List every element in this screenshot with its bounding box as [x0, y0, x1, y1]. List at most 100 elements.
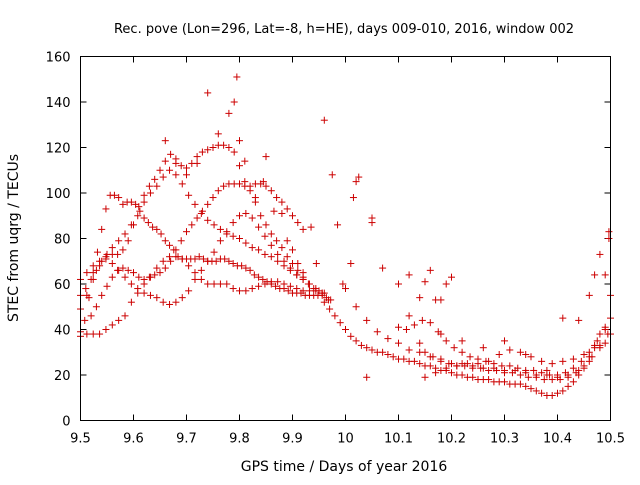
data-point	[145, 182, 153, 190]
data-point	[569, 364, 577, 372]
data-point	[267, 187, 275, 195]
data-point	[130, 269, 137, 277]
data-point	[591, 271, 599, 279]
data-point	[248, 244, 256, 252]
data-point	[527, 353, 535, 361]
y-tick-label: 100	[46, 187, 71, 202]
data-point	[278, 209, 286, 217]
data-point	[352, 178, 360, 186]
data-point	[172, 253, 180, 261]
data-point	[166, 253, 174, 261]
x-tick-label: 10.3	[490, 432, 519, 447]
data-point	[588, 353, 596, 361]
data-point	[193, 159, 201, 167]
data-point	[368, 219, 376, 227]
data-point	[242, 239, 250, 247]
data-point	[255, 246, 263, 254]
data-point	[274, 257, 282, 265]
data-point	[225, 144, 233, 151]
data-point	[289, 212, 296, 220]
data-point	[532, 373, 540, 381]
data-point	[255, 282, 263, 290]
data-point	[135, 203, 143, 211]
data-point	[342, 326, 349, 333]
data-point	[569, 378, 577, 386]
data-point	[485, 366, 493, 374]
data-point	[524, 373, 532, 381]
data-point	[115, 237, 123, 245]
data-point	[548, 360, 556, 368]
series-11	[421, 339, 609, 381]
data-point	[93, 248, 101, 256]
data-point	[267, 241, 275, 249]
data-point	[530, 366, 538, 374]
data-point	[280, 280, 288, 288]
data-point	[336, 319, 344, 327]
data-point	[92, 303, 100, 311]
data-point	[493, 366, 501, 374]
data-point	[262, 182, 270, 190]
data-point	[115, 316, 123, 324]
data-point	[140, 198, 148, 206]
data-point	[596, 341, 604, 349]
data-point	[149, 223, 157, 231]
data-point	[564, 382, 572, 390]
data-point	[605, 235, 613, 242]
x-tick-label: 9.6	[123, 432, 144, 447]
data-point	[448, 369, 455, 377]
data-point	[540, 376, 548, 384]
data-point	[229, 232, 237, 240]
data-point	[204, 200, 212, 208]
data-point	[124, 266, 132, 274]
data-point	[596, 330, 604, 338]
data-point	[210, 221, 218, 229]
data-point	[146, 273, 154, 281]
data-point	[110, 191, 118, 199]
data-point	[347, 260, 355, 268]
data-point	[242, 209, 250, 217]
data-point	[469, 364, 477, 372]
data-point	[197, 275, 205, 283]
data-point	[363, 373, 371, 381]
data-point	[448, 273, 455, 281]
data-point	[580, 362, 588, 370]
data-point	[458, 337, 466, 345]
y-tick-label: 140	[46, 96, 71, 111]
data-point	[402, 326, 410, 333]
data-point	[501, 369, 508, 377]
data-point	[305, 280, 313, 288]
x-tick-label: 9.9	[282, 432, 303, 447]
series-4	[77, 253, 326, 338]
data-point	[379, 348, 387, 356]
data-point	[225, 109, 233, 117]
data-point	[216, 237, 224, 245]
data-point	[166, 241, 174, 249]
data-point	[178, 180, 186, 188]
data-point	[569, 355, 577, 363]
data-point	[115, 266, 123, 274]
data-point	[153, 294, 161, 302]
data-point	[554, 371, 561, 379]
data-point	[183, 164, 190, 172]
data-point	[82, 285, 90, 293]
data-point	[501, 378, 508, 386]
data-point	[121, 312, 129, 320]
data-point	[177, 237, 185, 245]
data-point	[506, 346, 514, 354]
data-point	[458, 348, 466, 356]
data-point	[508, 369, 516, 377]
data-point	[416, 339, 424, 347]
data-point	[596, 250, 604, 258]
data-point	[153, 182, 161, 190]
data-point	[580, 351, 588, 359]
data-point	[262, 153, 270, 161]
data-point	[564, 373, 572, 381]
data-point	[280, 262, 288, 270]
y-tick-label: 0	[62, 415, 70, 430]
data-point	[236, 212, 243, 220]
data-point	[274, 278, 282, 286]
data-point	[204, 257, 212, 265]
data-point	[223, 230, 231, 238]
data-point	[191, 275, 199, 283]
